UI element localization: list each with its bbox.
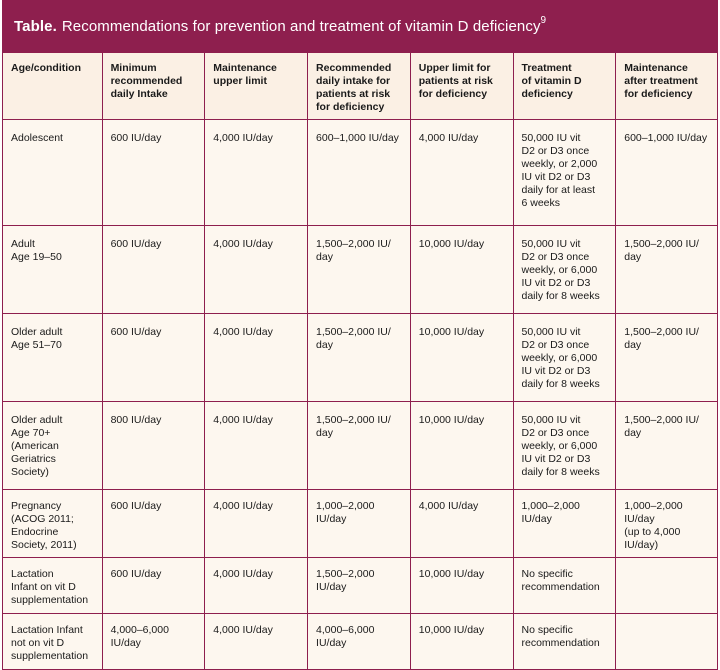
header-maintenance-after-treatment: Maintenance after treatment for deficien…: [615, 52, 718, 120]
table-cell: 50,000 IU vit D2 or D3 once weekly, or 2…: [512, 119, 617, 226]
table-title: Recommendations for prevention and treat…: [61, 17, 541, 35]
table-row: Lactation Infant on vit D supplementatio…: [2, 557, 718, 614]
table-cell: Older adult Age 51–70: [2, 313, 103, 402]
table-cell: [615, 613, 718, 670]
table-cell: 600 IU/day: [101, 489, 206, 558]
table-row: Older adult Age 70+ (American Geriatrics…: [2, 401, 718, 490]
table-row: Lactation Infant not on vit D supplement…: [2, 613, 718, 670]
table-cell: Adolescent: [2, 119, 103, 226]
table-cell: 10,000 IU/day: [409, 313, 514, 402]
header-maintenance-upper-limit: Maintenance upper limit: [204, 52, 309, 120]
table-cell: 1,000–2,000 IU/day (up to 4,000 IU/day): [615, 489, 718, 558]
table-cell: [615, 557, 718, 614]
table-cell: 4,000 IU/day: [204, 119, 309, 226]
table-cell: 1,500–2,000 IU/ day: [307, 225, 411, 314]
table-cell: 10,000 IU/day: [409, 401, 514, 490]
table-row: Pregnancy (ACOG 2011; Endocrine Society,…: [2, 489, 718, 558]
table-cell: 4,000 IU/day: [409, 119, 514, 226]
table-cell: 4,000 IU/day: [204, 489, 309, 558]
table-cell: 4,000 IU/day: [204, 401, 309, 490]
table-cell: 4,000 IU/day: [409, 489, 514, 558]
table-title-bar: Table. Recommendations for prevention an…: [2, 0, 718, 52]
table-cell: 50,000 IU vit D2 or D3 once weekly, or 6…: [512, 401, 617, 490]
table-cell: Pregnancy (ACOG 2011; Endocrine Society,…: [2, 489, 103, 558]
table-cell: 600 IU/day: [101, 225, 206, 314]
table-cell: No specific recommendation: [512, 613, 617, 670]
vitamin-d-table: Age/condition Minimum recommended daily …: [2, 52, 718, 670]
table-cell: 50,000 IU vit D2 or D3 once weekly, or 6…: [512, 313, 617, 402]
table-cell: 600–1,000 IU/day: [307, 119, 411, 226]
table-cell: 800 IU/day: [101, 401, 206, 490]
table-cell: 10,000 IU/day: [409, 225, 514, 314]
table-cell: 1,500–2,000 IU/ day: [307, 401, 411, 490]
table-cell: 1,500–2,000 IU/ day: [615, 313, 718, 402]
table-cell: 600–1,000 IU/day: [615, 119, 718, 226]
header-row: Age/condition Minimum recommended daily …: [2, 52, 718, 120]
table-cell: 4,000–6,000 IU/day: [307, 613, 411, 670]
table-cell: 600 IU/day: [101, 119, 206, 226]
table-cell: 4,000 IU/day: [204, 313, 309, 402]
header-recommended-at-risk: Recommended daily intake for patients at…: [307, 52, 411, 120]
table-row: Adolescent 600 IU/day 4,000 IU/day 600–1…: [2, 119, 718, 226]
table-cell: Lactation Infant on vit D supplementatio…: [2, 557, 103, 614]
table-cell: Adult Age 19–50: [2, 225, 103, 314]
table-cell: 1,500–2,000 IU/ day: [615, 401, 718, 490]
header-upper-limit-at-risk: Upper limit for patients at risk for def…: [409, 52, 514, 120]
table-cell: 1,000–2,000 IU/day: [307, 489, 411, 558]
table-row: Older adult Age 51–70 600 IU/day 4,000 I…: [2, 313, 718, 402]
table-cell: 1,500–2,000 IU/ day: [307, 313, 411, 402]
table-row: Adult Age 19–50 600 IU/day 4,000 IU/day …: [2, 225, 718, 314]
table-cell: 600 IU/day: [101, 557, 206, 614]
table-cell: No specific recommendation: [512, 557, 617, 614]
table-label: Table.: [14, 17, 57, 35]
table-cell: 50,000 IU vit D2 or D3 once weekly, or 6…: [512, 225, 617, 314]
table-cell: 4,000 IU/day: [204, 225, 309, 314]
header-age-condition: Age/condition: [2, 52, 103, 120]
table-cell: 1,500–2,000 IU/day: [307, 557, 411, 614]
table-cell: 1,000–2,000 IU/day: [512, 489, 617, 558]
table-cell: 4,000–6,000 IU/day: [101, 613, 206, 670]
table-cell: 4,000 IU/day: [204, 557, 309, 614]
header-minimum-daily-intake: Minimum recommended daily Intake: [101, 52, 206, 120]
table-cell: 600 IU/day: [101, 313, 206, 402]
table-cell: Older adult Age 70+ (American Geriatrics…: [2, 401, 103, 490]
table-cell: 10,000 IU/day: [409, 557, 514, 614]
table-cell: 10,000 IU/day: [409, 613, 514, 670]
table-cell: 1,500–2,000 IU/ day: [615, 225, 718, 314]
header-treatment: Treatment of vitamin D deficiency: [512, 52, 617, 120]
table-cell: 4,000 IU/day: [204, 613, 309, 670]
table-cell: Lactation Infant not on vit D supplement…: [2, 613, 103, 670]
